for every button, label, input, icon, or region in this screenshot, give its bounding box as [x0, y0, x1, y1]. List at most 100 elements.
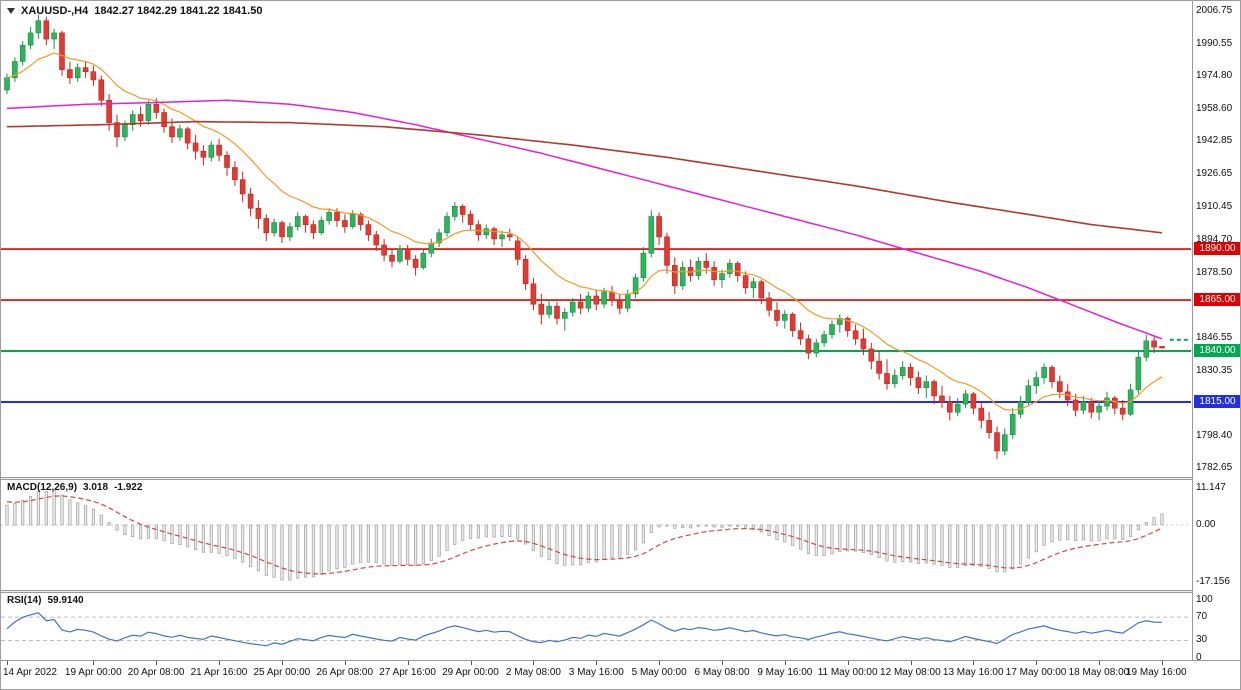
candle [404, 248, 411, 260]
candle [1001, 434, 1008, 452]
macd-bar [1081, 524, 1085, 541]
macd-bar [390, 524, 394, 566]
candle [310, 224, 317, 234]
time-axis-label: 25 Apr 00:00 [253, 667, 311, 678]
time-tick [219, 661, 221, 665]
macd-bar [799, 524, 803, 550]
chart-title: XAUUSD-,H4 1842.27 1842.29 1841.22 1841.… [7, 5, 262, 17]
macd-histogram [5, 490, 1164, 581]
price-axis-label: 1798.40 [1196, 429, 1233, 441]
rsi-axis-label: 70 [1196, 611, 1208, 623]
macd-bar [516, 524, 520, 540]
candle [287, 226, 293, 238]
candle [797, 330, 804, 340]
price-axis-label: 1830.35 [1196, 364, 1233, 376]
candle [177, 128, 183, 138]
macd-bar [916, 524, 920, 564]
trend-mark [1176, 338, 1181, 341]
macd-bar [673, 524, 677, 529]
candle [601, 291, 607, 305]
time-tick [784, 661, 786, 665]
candle [200, 150, 207, 158]
macd-bar [209, 524, 213, 553]
time-tick [1036, 661, 1038, 665]
candle [907, 367, 914, 378]
macd-bar [901, 524, 905, 562]
candle [444, 216, 450, 234]
candle [1049, 367, 1055, 382]
candle [734, 263, 741, 276]
macd-bar [194, 524, 198, 550]
macd-panel[interactable]: MACD(12,26,9) 3.018 -1.922 [1, 480, 1192, 590]
macd-name: MACD(12,26,9) [7, 482, 78, 493]
price-axis-label: 1958.60 [1196, 103, 1233, 115]
rsi-line [6, 612, 1163, 647]
macd-canvas[interactable] [1, 480, 1192, 590]
time-axis-label: 17 May 00:00 [1005, 667, 1067, 678]
macd-bar [445, 524, 449, 551]
panel-splitter-rsi[interactable] [1, 590, 1240, 593]
price-axis[interactable]: 2006.75 1990.55 1974.80 1958.60 1942.85 1926.… [1192, 1, 1240, 663]
time-axis-label: 26 Apr 08:00 [316, 667, 374, 678]
macd-bar [563, 524, 567, 566]
macd-bar [311, 524, 315, 578]
candle [632, 277, 639, 295]
candle [98, 79, 105, 101]
macd-bar [618, 524, 622, 558]
candle [1080, 401, 1087, 411]
macd-bar [846, 524, 850, 552]
candle [263, 218, 270, 234]
candle [522, 258, 529, 285]
panel-splitter-macd[interactable] [1, 477, 1240, 480]
macd-bar [304, 524, 308, 578]
candle [365, 224, 372, 236]
rsi-axis-label: 100 [1196, 593, 1213, 605]
price-level-badge: 1890.00 [1194, 242, 1240, 256]
candle [946, 401, 953, 413]
price-chart-canvas[interactable] [1, 1, 1192, 477]
macd-bar [1089, 524, 1093, 542]
candle [19, 44, 26, 62]
time-tick [847, 661, 849, 665]
macd-bar [1050, 524, 1054, 543]
time-axis-label: 9 May 16:00 [757, 667, 813, 678]
macd-bar [1066, 524, 1070, 541]
time-axis-label: 5 May 00:00 [631, 667, 687, 678]
macd-bar [453, 524, 457, 545]
macd-bar [178, 524, 182, 545]
candle [813, 342, 820, 354]
candle [145, 104, 152, 121]
time-axis[interactable]: 14 Apr 2022 19 Apr 00:00 20 Apr 08:00 21 Ap… [1, 660, 1240, 689]
candle [318, 220, 325, 233]
candle [506, 234, 513, 238]
macd-bar [610, 524, 614, 558]
candle [381, 244, 387, 256]
macd-bar [696, 524, 700, 527]
macd-bar [861, 524, 865, 553]
candle [349, 214, 356, 227]
price-axis-label: 1894.70 [1196, 233, 1233, 245]
macd-bar [21, 499, 25, 526]
time-axis-label: 6 May 08:00 [694, 667, 750, 678]
macd-bar [1136, 524, 1140, 531]
candle [805, 338, 812, 354]
price-chart-panel[interactable]: XAUUSD-,H4 1842.27 1842.29 1841.22 1841.… [1, 1, 1192, 477]
rsi-canvas[interactable] [1, 593, 1192, 660]
time-axis-label: 21 Apr 16:00 [190, 667, 248, 678]
candle [758, 281, 765, 299]
candle [1033, 377, 1040, 387]
macd-bar [869, 524, 873, 556]
macd-bar [139, 524, 143, 540]
time-axis-label: 3 May 16:00 [568, 667, 624, 678]
macd-bar [728, 524, 732, 527]
rsi-panel[interactable]: RSI(14) 59.9140 [1, 593, 1192, 660]
macd-bar [641, 524, 645, 544]
macd-bar [783, 524, 787, 543]
candle [279, 222, 285, 238]
macd-bar [256, 524, 260, 572]
time-tick [282, 661, 283, 665]
price-axis-label: 1990.55 [1196, 38, 1233, 50]
macd-bar [979, 524, 983, 567]
macd-bar [995, 524, 999, 573]
macd-bar [736, 524, 740, 527]
